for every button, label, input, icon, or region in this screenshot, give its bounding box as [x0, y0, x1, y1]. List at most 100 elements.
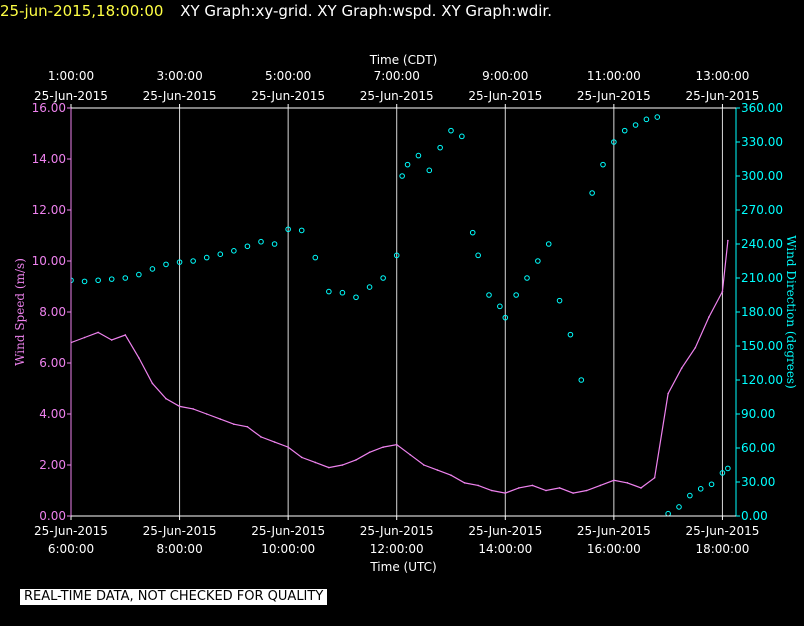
y-left-tick-label: 10.00: [32, 254, 66, 268]
wind-speed-point: [409, 454, 412, 456]
y-right-tick-label: 60.00: [741, 441, 775, 455]
wind-direction-point: [415, 152, 422, 159]
y-right-tick-label: 30.00: [741, 475, 775, 489]
wind-speed-point: [680, 367, 683, 369]
wind-speed-point: [640, 487, 642, 489]
wind-direction-point: [231, 248, 237, 254]
wind-speed-point: [463, 482, 466, 484]
wind-direction-point: [513, 292, 519, 298]
x-bottom-tick-time: 18:00:00: [695, 542, 749, 556]
wind-direction-point: [244, 243, 251, 250]
x-top-tick-time: 3:00:00: [156, 69, 202, 83]
wind-direction-point: [556, 297, 563, 304]
wind-direction-point: [535, 258, 541, 264]
wind-speed-line: [71, 240, 729, 494]
wind-direction-point: [578, 377, 585, 383]
wind-direction-point: [339, 289, 346, 296]
wind-direction-point: [643, 116, 650, 123]
y-right-tick-label: 270.00: [741, 203, 783, 217]
chart-datetime: 25-jun-2015,18:00:00: [0, 2, 164, 20]
y-left-tick-label: 8.00: [39, 305, 66, 319]
y-left-tick-label: 6.00: [39, 356, 66, 370]
wind-direction-point: [399, 173, 405, 179]
x-bottom-tick-time: 6:00:00: [48, 542, 94, 556]
wind-direction-point: [459, 133, 465, 140]
wind-speed-point: [260, 436, 262, 438]
wind-speed-point: [599, 484, 602, 487]
chart-graph-list: XY Graph:xy-grid. XY Graph:wspd. XY Grap…: [180, 2, 552, 20]
wind-direction-point: [404, 161, 411, 168]
wind-speed-point: [477, 484, 479, 487]
y-left-axis-title: Wind Speed (m/s): [13, 258, 27, 366]
wind-speed-point: [708, 316, 710, 318]
wind-direction-point: [611, 139, 617, 145]
wind-direction-point: [190, 258, 196, 264]
wind-direction-point: [298, 227, 305, 234]
wind-direction-point: [589, 190, 595, 196]
wind-direction-point: [502, 314, 509, 321]
wind-speed-point: [138, 357, 140, 359]
wind-direction-point: [687, 492, 693, 499]
wind-direction-point: [545, 241, 552, 247]
wind-direction-point: [258, 238, 264, 245]
wind-direction-point: [326, 288, 332, 295]
wind-direction-point: [366, 284, 373, 290]
wind-speed-point: [178, 405, 181, 408]
x-top-tick-date: 25-Jun-2015: [251, 89, 325, 103]
y-right-tick-label: 150.00: [741, 339, 783, 353]
x-top-tick-date: 25-Jun-2015: [685, 89, 759, 103]
wind-direction-point: [271, 241, 278, 247]
wind-speed-point: [613, 479, 615, 482]
wind-speed-point: [165, 397, 167, 400]
x-top-tick-date: 25-Jun-2015: [34, 89, 108, 103]
x-bottom-tick-time: 12:00:00: [370, 542, 424, 556]
wind-direction-point: [469, 229, 476, 236]
wind-speed-point: [653, 476, 656, 479]
wind-speed-point: [83, 336, 86, 339]
wind-speed-point: [395, 443, 398, 446]
wind-speed-point: [727, 239, 729, 242]
wind-direction-point: [486, 292, 492, 298]
x-top-tick-date: 25-Jun-2015: [143, 89, 217, 103]
wind-direction-point: [108, 276, 115, 282]
wind-speed-point: [518, 487, 520, 489]
x-top-tick-date: 25-Jun-2015: [577, 89, 651, 103]
wind-speed-point: [585, 489, 588, 492]
wind-direction-point: [437, 144, 443, 151]
wind-direction-point: [621, 127, 628, 134]
wind-direction-point: [95, 277, 101, 284]
wind-speed-point: [626, 482, 629, 484]
wind-direction-point: [676, 504, 682, 510]
wind-speed-point: [328, 466, 330, 469]
wind-speed-point: [314, 461, 317, 464]
wind-direction-point: [719, 470, 726, 476]
x-bottom-tick-date: 25-Jun-2015: [577, 524, 651, 538]
wind-direction-point: [697, 486, 704, 492]
x-bottom-tick-time: 10:00:00: [261, 542, 315, 556]
y-right-tick-label: 360.00: [741, 101, 783, 115]
wind-direction-point: [122, 275, 129, 281]
x-top-tick-time: 9:00:00: [482, 69, 528, 83]
x-top-tick-date: 25-Jun-2015: [360, 89, 434, 103]
x-bottom-tick-time: 16:00:00: [587, 542, 641, 556]
wind-speed-point: [572, 492, 574, 494]
wind-speed-point: [667, 392, 669, 395]
y-right-tick-label: 90.00: [741, 407, 775, 421]
y-right-tick-label: 330.00: [741, 135, 783, 149]
x-bottom-tick-date: 25-Jun-2015: [34, 524, 108, 538]
y-right-axis-title: Wind Direction (degrees): [784, 235, 798, 389]
y-left-tick-label: 14.00: [32, 152, 66, 166]
x-top-tick-time: 1:00:00: [48, 69, 94, 83]
wind-direction-point: [448, 127, 454, 134]
wind-direction-point: [380, 275, 386, 281]
wind-speed-point: [450, 474, 452, 477]
wind-speed-point: [355, 459, 357, 461]
x-bottom-tick-time: 14:00:00: [478, 542, 532, 556]
wind-speed-point: [273, 441, 276, 443]
y-left-tick-label: 2.00: [39, 458, 66, 472]
y-right-tick-label: 180.00: [741, 305, 783, 319]
wind-speed-point: [192, 408, 194, 410]
plot-area: [71, 114, 731, 516]
wind-direction-point: [632, 122, 639, 128]
x-bottom-tick-date: 25-Jun-2015: [251, 524, 325, 538]
